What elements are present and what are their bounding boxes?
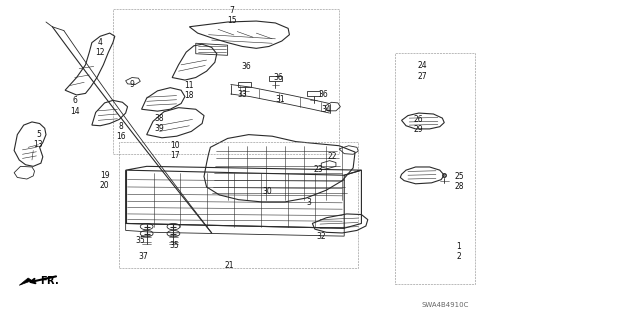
Text: 31: 31 [276, 95, 285, 104]
Text: 8
16: 8 16 [116, 122, 126, 141]
Text: 21: 21 [225, 261, 234, 270]
Text: 35: 35 [136, 236, 145, 245]
Text: 26
29: 26 29 [414, 115, 424, 134]
Text: $\bf{FR.}$: $\bf{FR.}$ [40, 274, 59, 286]
Bar [113, 9, 339, 154]
Bar [395, 53, 475, 284]
Text: SWA4B4910C: SWA4B4910C [422, 301, 469, 308]
Text: 36: 36 [318, 91, 328, 100]
Text: 1
2: 1 2 [456, 242, 461, 261]
Polygon shape [19, 278, 32, 285]
Text: 23: 23 [313, 165, 323, 174]
Text: 3: 3 [306, 198, 311, 207]
Text: 30: 30 [263, 187, 273, 196]
Bar [239, 82, 251, 87]
Text: 35: 35 [170, 241, 180, 250]
Text: 5
13: 5 13 [33, 130, 43, 149]
Bar [307, 91, 320, 96]
Text: 25
28: 25 28 [454, 172, 464, 191]
Text: 36: 36 [242, 62, 252, 71]
Text: 38
39: 38 39 [154, 114, 164, 133]
Text: 37: 37 [138, 252, 148, 261]
Text: 24
27: 24 27 [417, 61, 427, 81]
Text: 19
20: 19 20 [100, 171, 109, 190]
Text: 32: 32 [316, 232, 326, 241]
Text: 4
12: 4 12 [95, 38, 105, 57]
Text: 36: 36 [274, 73, 284, 82]
Text: 33: 33 [237, 91, 247, 100]
Text: 34: 34 [321, 105, 332, 114]
Text: 9: 9 [129, 80, 134, 89]
Text: 6
14: 6 14 [70, 96, 79, 116]
Text: 22: 22 [328, 152, 337, 161]
Bar [269, 76, 282, 81]
Text: 7
15: 7 15 [227, 6, 237, 25]
Bar [119, 142, 358, 268]
Text: 11
18: 11 18 [184, 81, 194, 100]
Text: 10
17: 10 17 [170, 141, 180, 160]
